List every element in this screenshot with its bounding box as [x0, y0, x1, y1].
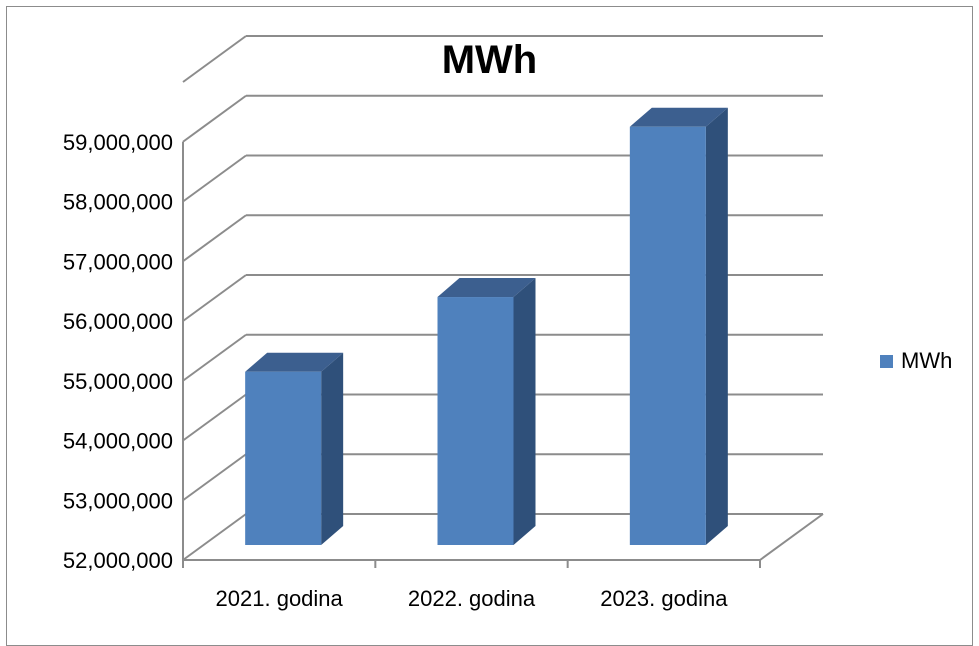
bar-side: [705, 107, 728, 545]
plot-area: 52,000,000 53,000,000 54,000,000 55,000,000…: [63, 35, 824, 611]
x-tick-label: 2022. godina: [408, 586, 536, 611]
y-tick-label: 54,000,000: [63, 429, 173, 454]
gridline-side: [182, 35, 247, 83]
legend: MWh: [880, 348, 952, 374]
x-tick-label: 2021. godina: [216, 586, 344, 611]
y-tick-label: 55,000,000: [63, 369, 173, 394]
gridline-side: [182, 513, 247, 561]
legend-label: MWh: [901, 348, 953, 373]
bar: [245, 371, 322, 545]
legend-swatch: [880, 354, 893, 368]
bar-top: [245, 352, 344, 372]
bar-side: [513, 278, 536, 545]
gridline-side: [182, 393, 247, 442]
gridline-side: [182, 274, 247, 322]
y-tick-label: 59,000,000: [63, 130, 173, 155]
bar-side: [321, 352, 344, 545]
bar: [437, 297, 514, 545]
y-tick-label: 58,000,000: [63, 190, 173, 215]
y-tick-label: 53,000,000: [63, 488, 173, 513]
gridline-side: [182, 214, 247, 263]
chart-title: MWh: [441, 38, 538, 82]
gridline-side: [182, 453, 247, 502]
y-tick-label: 57,000,000: [63, 249, 173, 274]
y-tick-label: 52,000,000: [63, 548, 173, 573]
x-tick-label: 2023. godina: [600, 586, 728, 611]
gridline-side: [182, 333, 247, 382]
bar-top: [437, 278, 536, 298]
y-tick-label: 56,000,000: [63, 309, 173, 334]
bar: [629, 126, 706, 545]
gridline-side: [182, 154, 247, 203]
bar-top: [629, 107, 728, 127]
gridline-side: [182, 94, 247, 143]
chart: MWh 52,000,000 53,000,000 54,000,000 55,000…: [6, 6, 973, 646]
